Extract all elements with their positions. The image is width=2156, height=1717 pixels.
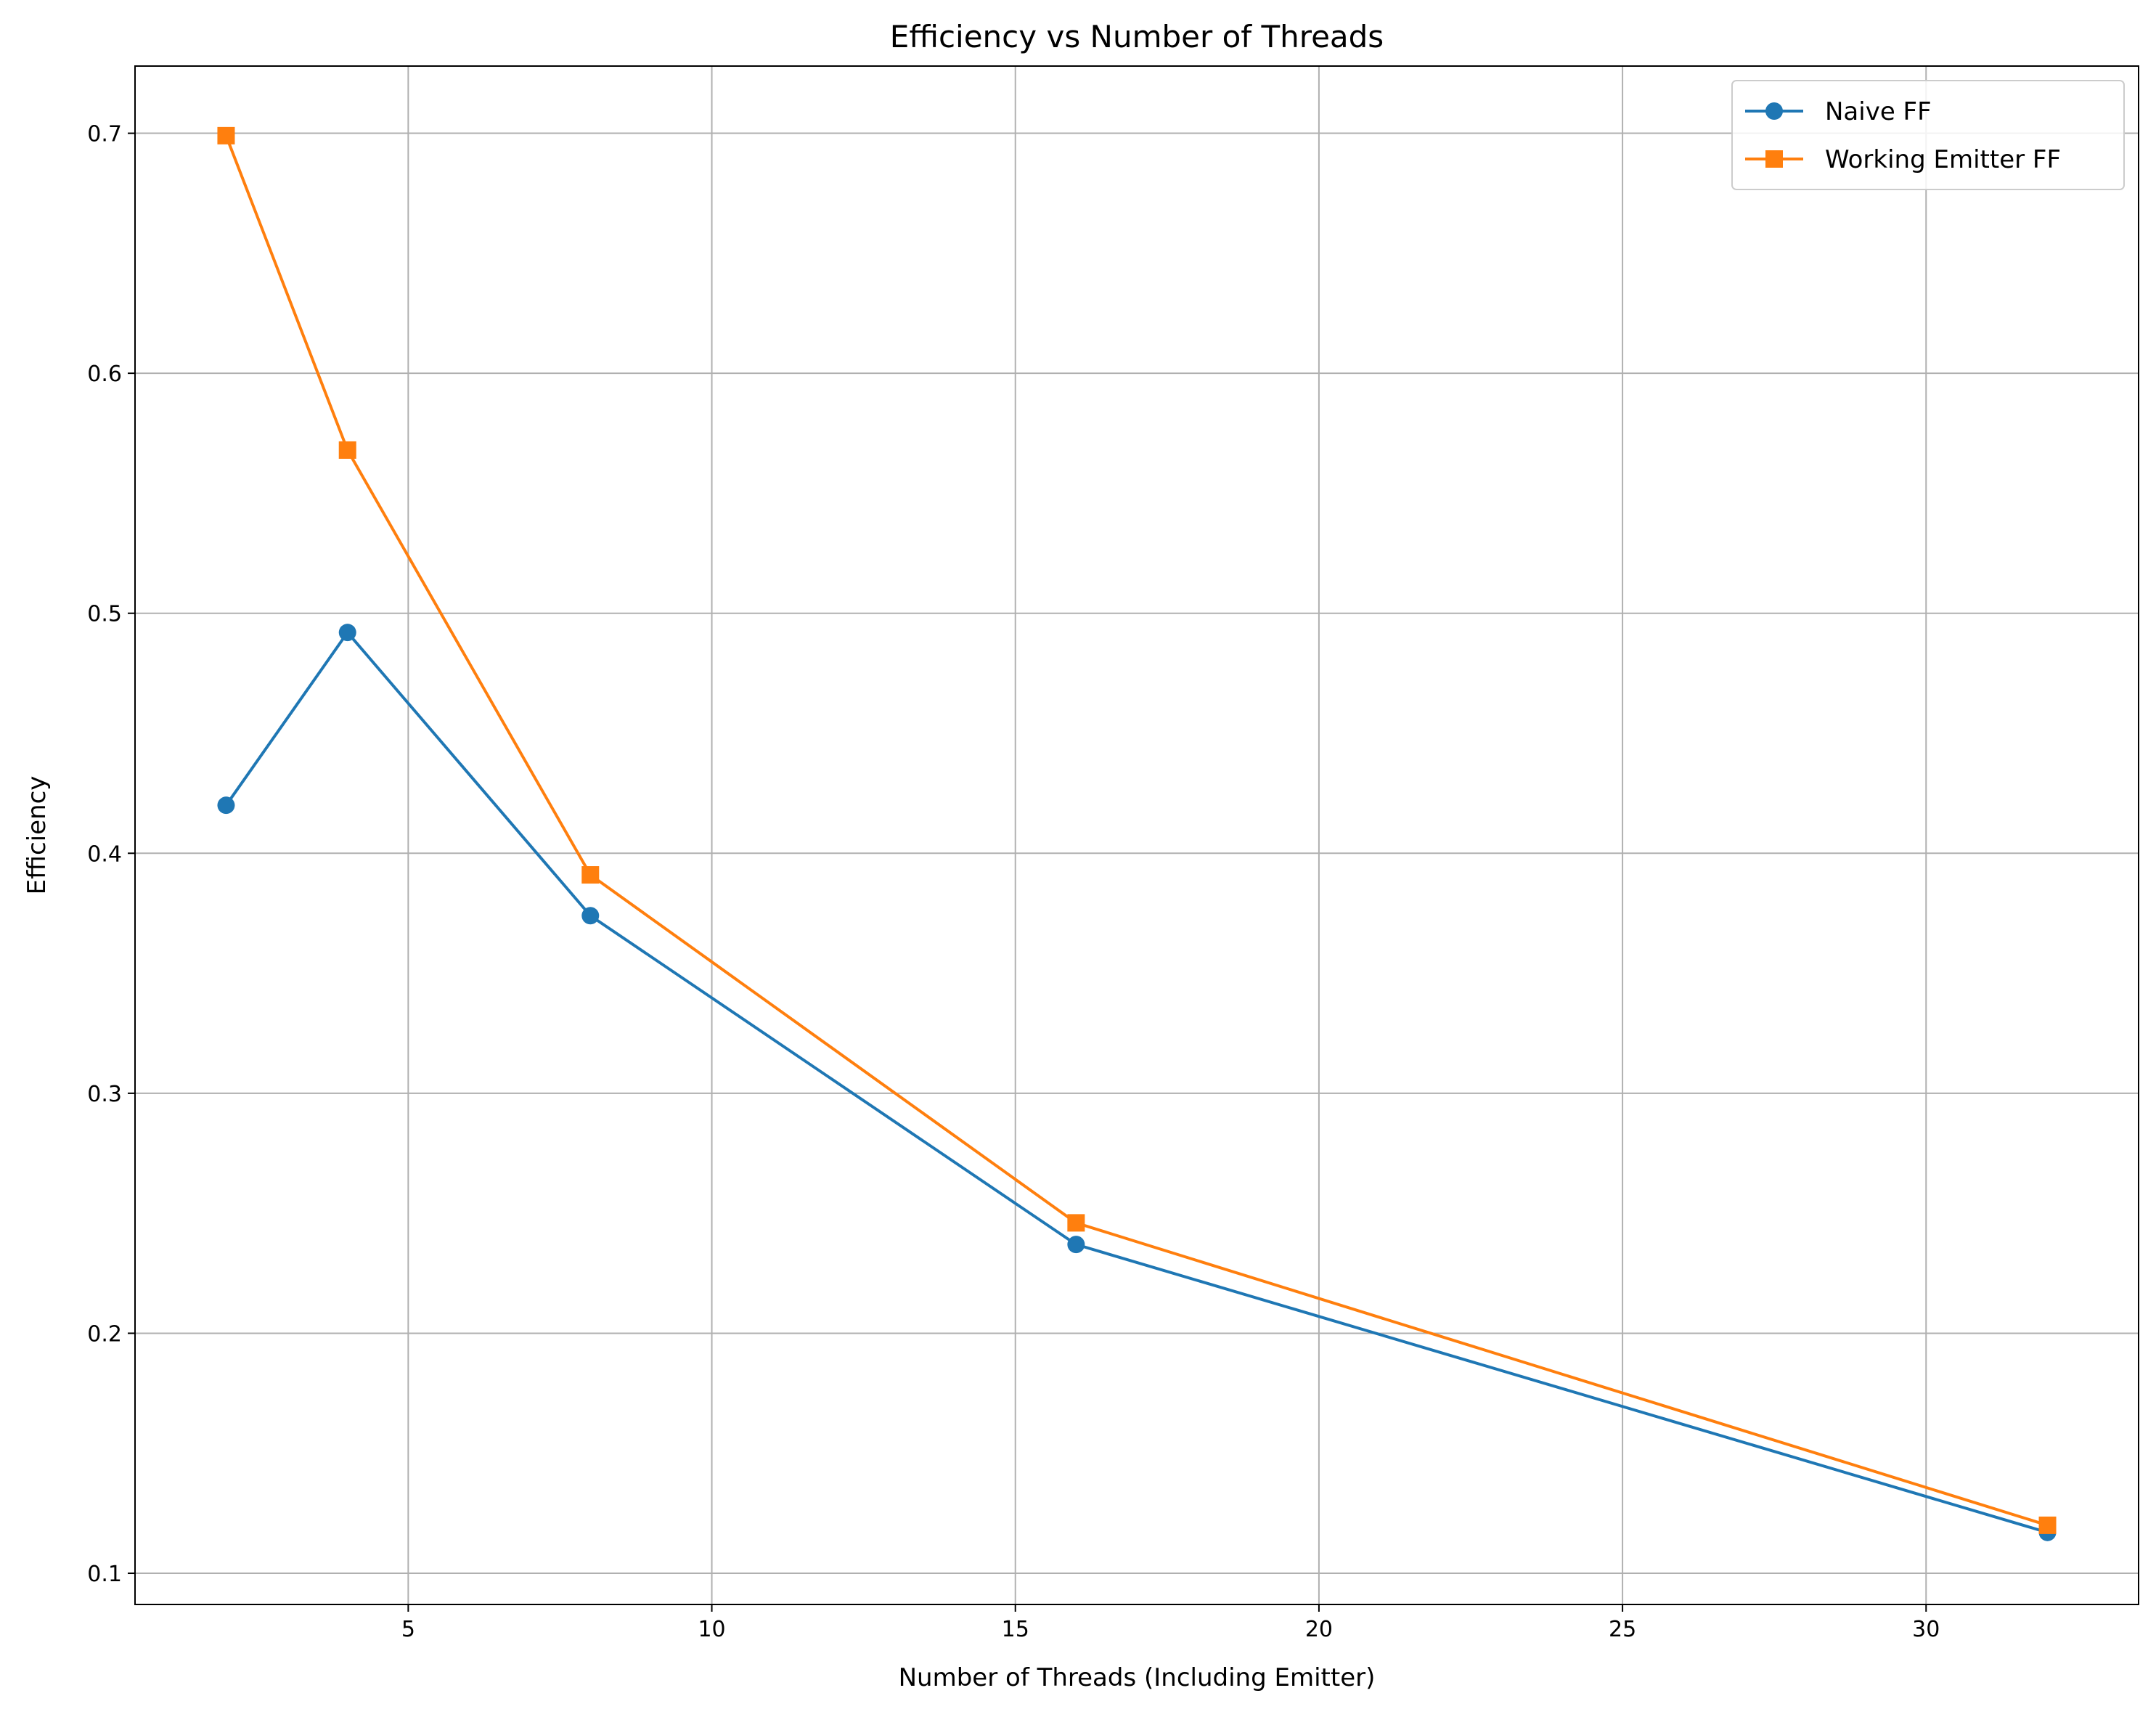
series-layer (217, 126, 2057, 1541)
y-axis-label: Efficiency (23, 776, 52, 895)
legend-box (1731, 80, 2125, 190)
legend-entry: Naive FF (1745, 97, 1932, 126)
y-tick-label: 0.6 (87, 362, 122, 387)
y-tick-label: 0.4 (87, 841, 122, 867)
data-point (1067, 1236, 1085, 1254)
data-point (581, 907, 600, 925)
data-point (1067, 1214, 1085, 1232)
x-tick-label: 25 (1609, 1617, 1636, 1642)
data-point (2038, 1516, 2057, 1534)
chart-title: Efficiency vs Number of Threads (890, 19, 1384, 54)
plot-frame (134, 65, 2139, 1605)
legend-entry: Working Emitter FF (1745, 145, 2061, 174)
x-tick-label: 10 (698, 1617, 725, 1642)
data-point (338, 624, 356, 642)
data-point (338, 441, 356, 459)
legend: Naive FF Working Emitter FF (1731, 80, 2125, 190)
data-point (217, 126, 235, 144)
ticks: 5 10 15 20 25 30 0.1 0.2 0.3 0.4 0.5 0.6 0.7 (87, 122, 1940, 1642)
x-axis-label: Number of Threads (Including Emitter) (899, 1663, 1376, 1692)
series-2 (217, 126, 2057, 1534)
legend-marker (1765, 150, 1783, 168)
x-tick-label: 5 (401, 1617, 415, 1642)
data-point (217, 796, 235, 815)
y-tick-label: 0.1 (87, 1562, 122, 1587)
y-tick-label: 0.2 (87, 1321, 122, 1347)
data-point (581, 866, 600, 884)
y-tick-label: 0.3 (87, 1082, 122, 1107)
legend-label: Working Emitter FF (1825, 145, 2061, 174)
x-tick-label: 15 (1002, 1617, 1029, 1642)
legend-marker (1765, 102, 1783, 120)
grid (135, 66, 2139, 1604)
x-tick-label: 20 (1305, 1617, 1333, 1642)
y-tick-label: 0.7 (87, 122, 122, 147)
legend-label: Naive FF (1825, 97, 1932, 126)
x-tick-label: 30 (1912, 1617, 1940, 1642)
y-tick-label: 0.5 (87, 602, 122, 627)
